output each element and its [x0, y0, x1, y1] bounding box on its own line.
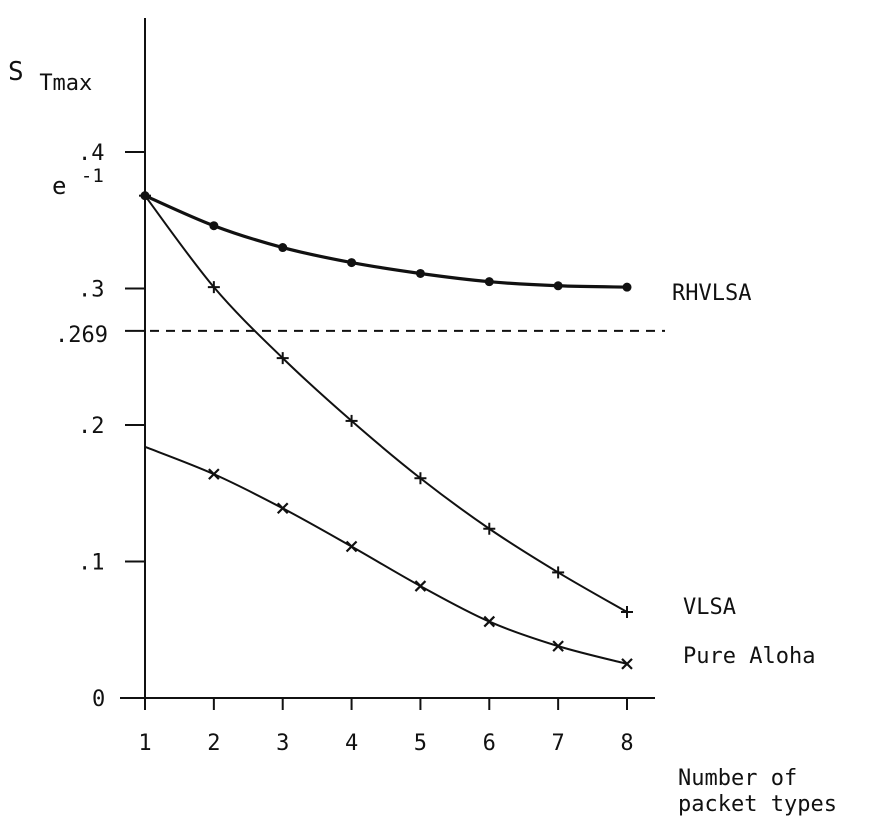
rhvlsa-point-2: [209, 221, 219, 231]
pure-aloha-point-5-b: [414, 580, 427, 592]
y-label-e-base: e: [52, 172, 66, 200]
y-tick-label-.1: .1: [78, 551, 105, 576]
x-tick-label-6: 6: [483, 731, 496, 756]
rhvlsa-point-4: [347, 258, 357, 268]
y-label-e-exponent: -1: [81, 165, 104, 187]
x-tick-label-5: 5: [414, 731, 427, 756]
rhvlsa-point-6: [484, 277, 494, 287]
y-label-e-inverse: e -1: [52, 165, 104, 200]
pure-aloha-point-4: [345, 540, 358, 553]
vlsa-line: [144, 195, 628, 613]
pure-aloha-line: [144, 445, 628, 665]
pure-aloha-point-7-b: [552, 640, 564, 652]
x-tick-label-7: 7: [552, 731, 565, 756]
vlsa-point-4: [345, 414, 358, 427]
y-tick-label-0: 0: [92, 687, 105, 712]
pure-aloha-point-8-b: [621, 658, 633, 670]
x-tick-label-4: 4: [345, 731, 358, 756]
pure-aloha-point-2: [208, 468, 220, 480]
y-tick-label-.2: .2: [78, 414, 105, 439]
x-tick-label-8: 8: [620, 731, 633, 756]
pure-aloha-point-6: [483, 615, 496, 628]
y-tick-label-.3: .3: [78, 278, 105, 303]
vlsa-point-1: [139, 189, 151, 202]
pure-aloha-point-3: [276, 502, 289, 515]
rhvlsa-point-5: [415, 268, 425, 278]
y-axis-label: S Tmax: [8, 57, 92, 96]
x-axis-label-line1: Number of: [678, 766, 797, 791]
pure-aloha-point-6-b: [483, 615, 496, 628]
pure-aloha-point-4-b: [345, 540, 358, 553]
pure-aloha-point-5: [414, 580, 427, 592]
x-tick-label-1: 1: [138, 731, 151, 756]
series-labels-group: RHVLSA VLSA Pure Aloha: [672, 281, 815, 669]
vlsa-point-3: [276, 352, 289, 365]
rhvlsa-line: [144, 194, 628, 289]
y-tick-label-.4: .4: [78, 141, 105, 166]
x-tick-label-3: 3: [276, 731, 289, 756]
vlsa-point-5: [414, 472, 427, 485]
y-axis-label-base: S: [8, 57, 24, 87]
rhvlsa-point-7: [553, 281, 563, 291]
pure-aloha-point-2-b: [208, 468, 220, 480]
x-tick-label-2: 2: [207, 731, 220, 756]
y-label-269: .269: [55, 323, 108, 348]
pure-aloha-point-8: [621, 658, 633, 670]
series-label-pure-aloha: Pure Aloha: [683, 644, 815, 669]
rhvlsa-point-8: [622, 282, 632, 292]
x-axis-label-line2: packet types: [678, 792, 837, 817]
vlsa-point-8: [621, 606, 633, 619]
y-axis-label-sub: Tmax: [39, 71, 92, 96]
vlsa-point-6: [483, 522, 496, 535]
vlsa-point-2: [207, 281, 220, 294]
pure-aloha-point-7: [552, 640, 564, 652]
series-group: [139, 189, 633, 670]
rhvlsa-point-3: [278, 243, 288, 253]
vlsa-point-7: [552, 566, 565, 579]
series-label-vlsa: VLSA: [683, 595, 736, 620]
series-label-rhvlsa: RHVLSA: [672, 281, 751, 306]
ticks-group: 1 2 3 4 5 6 7 8 0 .1 .2 .3 .4: [78, 141, 634, 756]
pure-aloha-point-3-b: [276, 502, 289, 515]
